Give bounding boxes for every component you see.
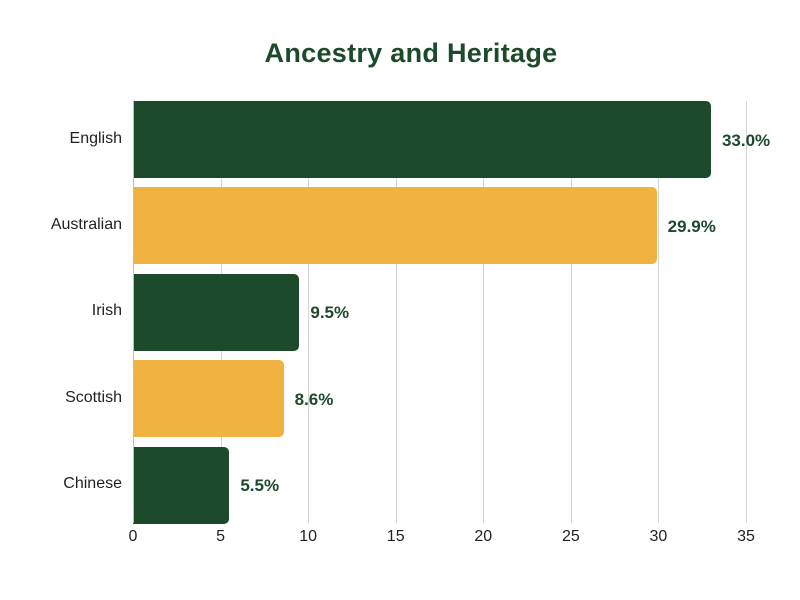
x-tick-label: 25 <box>561 528 580 545</box>
value-label: 8.6% <box>294 389 334 409</box>
x-tick-label: 15 <box>386 528 405 545</box>
x-tick-label: 20 <box>474 528 493 545</box>
category-label: Scottish <box>65 388 122 406</box>
x-tick-label: 30 <box>649 528 668 545</box>
gridline <box>746 101 747 523</box>
gridline <box>395 101 397 523</box>
x-tick-label: 5 <box>216 528 226 545</box>
bar-english <box>133 101 711 178</box>
value-label: 29.9% <box>667 216 716 236</box>
category-label: Irish <box>91 302 122 320</box>
category-label: Australian <box>50 215 122 233</box>
category-label: English <box>69 129 122 147</box>
chart-title: Ancestry and Heritage <box>264 38 558 68</box>
value-label: 33.0% <box>721 130 771 150</box>
bar-scottish <box>133 360 284 438</box>
gridline <box>570 101 572 523</box>
bar-chinese <box>133 446 230 524</box>
bar-irish <box>133 273 300 351</box>
x-tick-label: 35 <box>737 528 755 545</box>
gridline <box>483 101 485 523</box>
bar-australian <box>133 187 657 265</box>
x-tick-label: 10 <box>299 528 318 545</box>
value-label: 5.5% <box>240 476 280 496</box>
x-tick-label: 0 <box>128 528 138 545</box>
gridline <box>308 101 310 523</box>
gridline <box>658 101 660 523</box>
y-axis-line <box>133 101 134 523</box>
category-label: Chinese <box>63 475 122 493</box>
plot-area: 33.0% 29.9% 9.5% 8.6% 5.5% <box>133 101 770 524</box>
value-label: 9.5% <box>310 303 350 323</box>
